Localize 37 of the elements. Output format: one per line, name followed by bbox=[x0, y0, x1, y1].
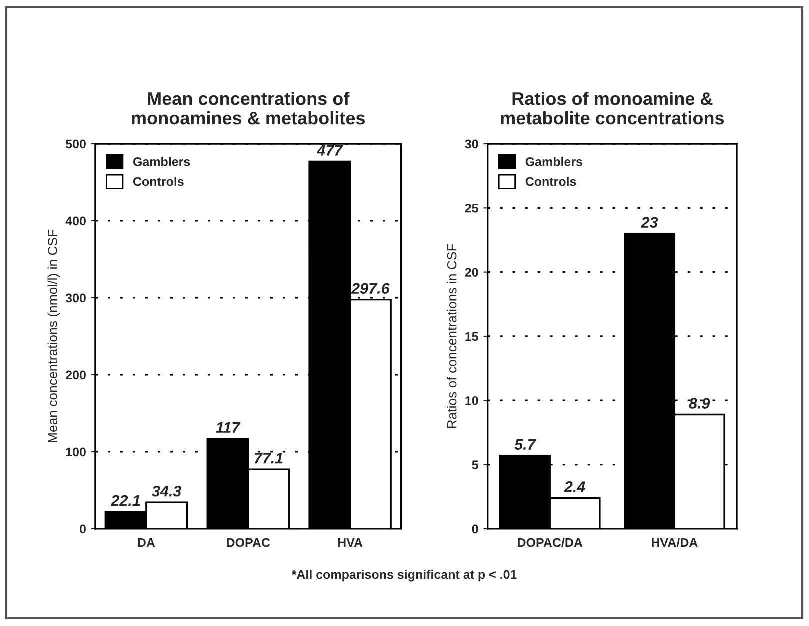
chart-title: Ratios of monoamine & metabolite concentrations bbox=[501, 92, 724, 125]
data-label: 22.1 bbox=[110, 495, 140, 506]
x-tick-label: DOPAC bbox=[227, 538, 270, 548]
text: *All comparisons significant at p < .01 bbox=[292, 570, 517, 582]
data-label: 23 bbox=[641, 217, 658, 228]
y-tick-label: 0 bbox=[472, 524, 478, 534]
y-axis-title: Ratios of concentrations in CSF bbox=[447, 244, 457, 428]
y-tick-label: 400 bbox=[66, 216, 86, 226]
x-tick-label: DOPAC/DA bbox=[518, 538, 583, 548]
y-tick-label: 0 bbox=[80, 524, 86, 534]
data-label: 8.9 bbox=[689, 398, 710, 409]
legend-label: Controls bbox=[133, 177, 184, 186]
data-label: 34.3 bbox=[152, 486, 182, 497]
x-tick-label: HVA bbox=[338, 538, 363, 548]
y-axis-title: Mean concentrations (nmol/l) in CSF bbox=[48, 230, 60, 442]
data-label: 117 bbox=[216, 422, 241, 433]
x-tick-label: DA bbox=[138, 538, 156, 548]
chart-title: Mean concentrations of monoamines & metabolites bbox=[132, 92, 366, 125]
y-tick-label: 5 bbox=[472, 460, 478, 470]
y-tick-label: 500 bbox=[66, 140, 86, 149]
data-label: 5.7 bbox=[514, 439, 536, 450]
y-tick-label: 15 bbox=[466, 332, 478, 342]
legend-label: Gamblers bbox=[133, 157, 190, 166]
legend-label: Gamblers bbox=[526, 157, 582, 166]
y-tick-label: 10 bbox=[466, 396, 478, 406]
y-tick-label: 100 bbox=[66, 448, 86, 457]
y-tick-label: 300 bbox=[66, 294, 86, 303]
data-label: 477 bbox=[316, 145, 344, 156]
legend-label: Controls bbox=[526, 177, 576, 186]
y-tick-label: 20 bbox=[465, 268, 478, 277]
y-tick-label: 25 bbox=[465, 204, 478, 213]
y-tick-label: 30 bbox=[465, 140, 478, 149]
data-label: 297.6 bbox=[351, 283, 390, 294]
y-tick-label: 200 bbox=[66, 370, 86, 380]
data-label: 2.4 bbox=[564, 482, 586, 492]
data-label: 77.1 bbox=[254, 453, 283, 464]
x-tick-label: HVA/DA bbox=[652, 538, 698, 548]
